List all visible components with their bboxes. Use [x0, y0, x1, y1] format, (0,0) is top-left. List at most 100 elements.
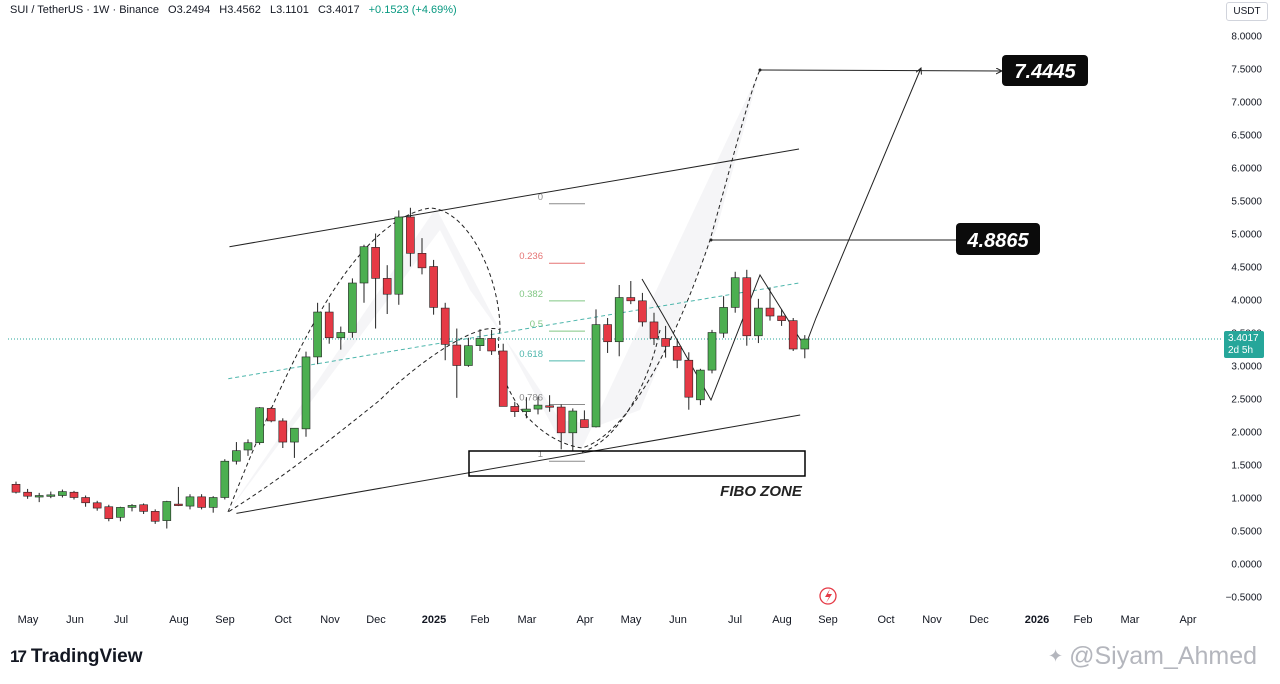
candle-up — [127, 504, 137, 512]
candle-body — [220, 460, 230, 498]
drawing-lines[interactable] — [8, 68, 1222, 514]
price-tick-label: 2.0000 — [1231, 428, 1262, 439]
channel-midline[interactable] — [228, 282, 800, 380]
candle-body — [754, 307, 763, 337]
price-tick-label: 6.5000 — [1231, 131, 1262, 142]
candle-body — [800, 338, 810, 350]
projection-path-arrow[interactable] — [641, 68, 921, 402]
year-tick-label: 2025 — [422, 614, 446, 626]
candle-body — [58, 491, 67, 496]
trend-line[interactable] — [229, 148, 800, 248]
candle-down — [777, 309, 786, 326]
candle-up — [568, 408, 578, 451]
symbol-name[interactable]: SUI / TetherUS · 1W · Binance — [10, 4, 159, 16]
time-axis[interactable]: May Jun Jul Aug Sep Oct Nov Dec 2025 Feb Mar Apr May… — [18, 614, 1197, 626]
candle-down — [661, 325, 670, 358]
candle-body — [684, 359, 694, 398]
month-tick-label: Oct — [877, 614, 894, 626]
candle-down — [788, 317, 798, 351]
month-tick-label: Sep — [215, 614, 235, 626]
month-tick-label: Aug — [169, 614, 189, 626]
candle-up — [707, 329, 717, 374]
candle-body — [672, 346, 682, 361]
price-tick-label: 7.0000 — [1231, 98, 1262, 109]
candle-body — [719, 307, 728, 334]
callouts: 7.4445 4.8865 FIBO ZONE — [468, 55, 1088, 500]
candle-body — [46, 494, 56, 497]
price-tick-label: 5.5000 — [1231, 197, 1262, 208]
candle-down — [104, 504, 114, 522]
candle-down — [266, 407, 276, 423]
candle-up — [208, 496, 218, 513]
lightning-icon[interactable] — [819, 587, 837, 605]
price-tick-label: −0.5000 — [1226, 593, 1263, 604]
fibonacci-retracement[interactable]: 0 0.236 0.382 0.5 0.618 0.786 1 — [519, 192, 585, 462]
candle-body — [440, 307, 450, 345]
candle-down — [197, 494, 206, 510]
candle-up — [162, 500, 172, 529]
fibo-zone-label: FIBO ZONE — [720, 483, 803, 500]
candle-body — [69, 491, 79, 498]
candle-down — [487, 329, 496, 355]
candle-up — [754, 298, 763, 344]
candle-body — [139, 504, 148, 512]
candle-body — [162, 501, 172, 521]
candle-down — [371, 233, 380, 329]
candle-down — [649, 312, 659, 346]
candle-down — [638, 292, 647, 327]
candle-up — [220, 459, 230, 500]
candle-body — [788, 320, 798, 350]
candle-up — [614, 284, 624, 357]
fib-level-label: 0.236 — [519, 251, 543, 262]
candle-down — [556, 404, 566, 450]
candle-down — [452, 328, 462, 398]
candle-up — [800, 335, 810, 359]
candle-body — [116, 507, 125, 518]
author-watermark: ✦ @Siyam_Ahmed — [1048, 642, 1257, 671]
candle-body — [580, 419, 589, 428]
candle-down — [278, 418, 288, 448]
candle-down — [510, 401, 520, 417]
fib-level-label: 0.786 — [519, 392, 543, 403]
candle-body — [638, 300, 647, 323]
fibo-zone-box — [468, 450, 806, 477]
price-axis[interactable]: 8.0000 7.5000 7.0000 6.5000 6.0000 5.5000 5.00… — [1226, 32, 1263, 604]
candle-body — [382, 278, 392, 295]
candle-body — [452, 344, 462, 366]
candle-body — [556, 406, 566, 434]
month-tick-label: Nov — [320, 614, 340, 626]
target-high-label: 7.4445 — [1014, 61, 1076, 83]
fib-level-label: 0.382 — [519, 289, 543, 300]
month-tick-label: Jul — [114, 614, 128, 626]
candle-body — [11, 483, 21, 493]
candle-body — [104, 506, 114, 519]
currency-unit-button[interactable]: USDT — [1226, 2, 1268, 21]
tradingview-logo[interactable]: 17 TradingView — [10, 646, 143, 668]
candle-body — [208, 497, 218, 508]
symbol-header: SUI / TetherUS · 1W · Binance O3.2494 H3… — [10, 4, 463, 16]
open-value: O3.2494 — [168, 4, 211, 16]
target-high-arrow[interactable] — [759, 70, 1002, 71]
candle-up — [464, 337, 473, 367]
trend-line[interactable] — [236, 414, 801, 514]
shaded-projection-area — [228, 70, 760, 512]
candle-body — [730, 277, 740, 308]
candle-body — [266, 408, 276, 422]
month-tick-label: Dec — [969, 614, 989, 626]
month-tick-label: Apr — [1179, 614, 1196, 626]
candle-body — [626, 297, 636, 302]
candle-body — [197, 496, 206, 508]
candle-down — [324, 302, 334, 344]
candle-body — [336, 332, 346, 339]
month-tick-label: Dec — [366, 614, 386, 626]
fib-level-label: 0 — [538, 192, 543, 203]
candle-body — [649, 321, 659, 339]
price-tick-label: 1.0000 — [1231, 494, 1262, 505]
candle-body — [742, 277, 752, 337]
candle-up — [34, 492, 44, 503]
month-tick-label: Nov — [922, 614, 942, 626]
candle-body — [290, 427, 299, 443]
price-chart[interactable]: 0 0.236 0.382 0.5 0.618 0.786 1 8.0000 7.5000 7.… — [0, 0, 1280, 640]
price-tick-label: 3.0000 — [1231, 362, 1262, 373]
candle-up — [591, 309, 601, 428]
